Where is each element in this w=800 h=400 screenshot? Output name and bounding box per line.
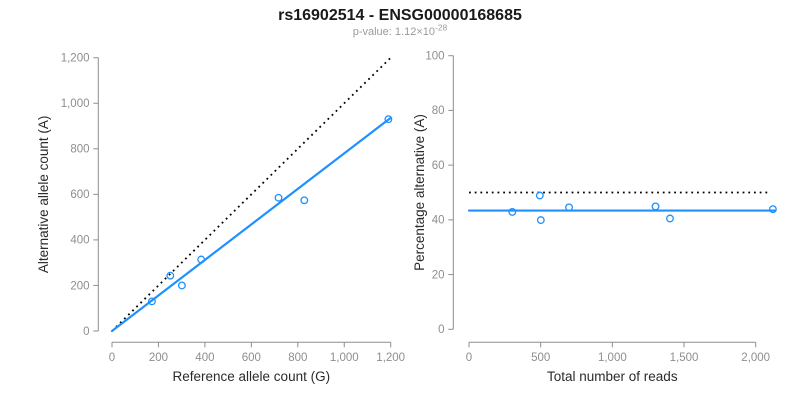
figure-title: rs16902514 - ENSG00000168685 [278,7,522,24]
left-x-axis-title: Reference allele count (G) [173,369,331,384]
data-point [768,205,777,214]
x-tick-label: 1,000 [330,352,359,364]
x-tick-label: 600 [242,352,261,364]
x-tick-label: 1,200 [376,352,405,364]
right-y-axis-title: Percentage alternative (A) [412,114,427,271]
left-panel-axes: 0 200 400 600 800 1,000 1,200 0 200 400 600 800 1,00… [61,53,405,365]
x-tick-label: 0 [109,352,115,364]
data-point [177,281,186,290]
y-tick-label: 200 [70,280,89,292]
x-tick-label: 1,000 [598,352,627,364]
y-tick-label: 0 [438,324,444,336]
x-tick-label: 800 [288,352,307,364]
right-panel: 0 20 40 60 80 100 0 500 1,000 1,500 2,000 Percenta… [412,51,777,384]
data-point [300,196,309,205]
y-tick-label: 60 [432,160,445,172]
y-tick-label: 800 [70,144,89,156]
data-point [666,214,674,223]
identity-line [111,55,393,332]
y-tick-label: 600 [70,189,89,201]
data-point [536,216,545,225]
y-tick-label: 20 [432,269,445,281]
data-point [565,203,574,212]
y-tick-label: 1,200 [61,53,90,65]
x-tick-label: 200 [149,352,168,364]
p-value-text: p-value: 1.12×10 [353,26,435,38]
left-panel-series [110,55,393,333]
y-tick-label: 40 [432,215,445,227]
x-tick-label: 500 [531,352,550,364]
fit-line [110,116,392,333]
data-point [651,202,660,211]
p-value-exponent: -28 [435,23,448,33]
right-panel-axes: 0 20 40 60 80 100 0 500 1,000 1,500 2,000 [425,51,770,365]
data-point [274,193,283,202]
right-panel-series [467,191,777,225]
figure-subtitle: p-value: 1.12×10-28 [353,23,448,39]
data-point [166,271,175,280]
data-point [384,115,393,124]
x-tick-label: 2,000 [741,352,770,364]
y-tick-label: 100 [425,51,444,63]
data-point [508,207,517,216]
data-point [197,255,206,264]
left-panel: 0 200 400 600 800 1,000 1,200 0 200 400 600 800 1,00… [36,53,405,385]
left-y-axis-title: Alternative allele count (A) [36,116,51,274]
x-tick-label: 1,500 [670,352,699,364]
y-tick-label: 1,000 [61,98,90,110]
x-tick-label: 400 [195,352,214,364]
data-point [535,191,544,200]
y-tick-label: 80 [432,105,445,117]
x-tick-label: 0 [466,352,472,364]
y-tick-label: 400 [70,235,89,247]
data-point [147,297,156,306]
right-x-axis-title: Total number of reads [547,369,678,384]
y-tick-label: 0 [83,326,89,338]
